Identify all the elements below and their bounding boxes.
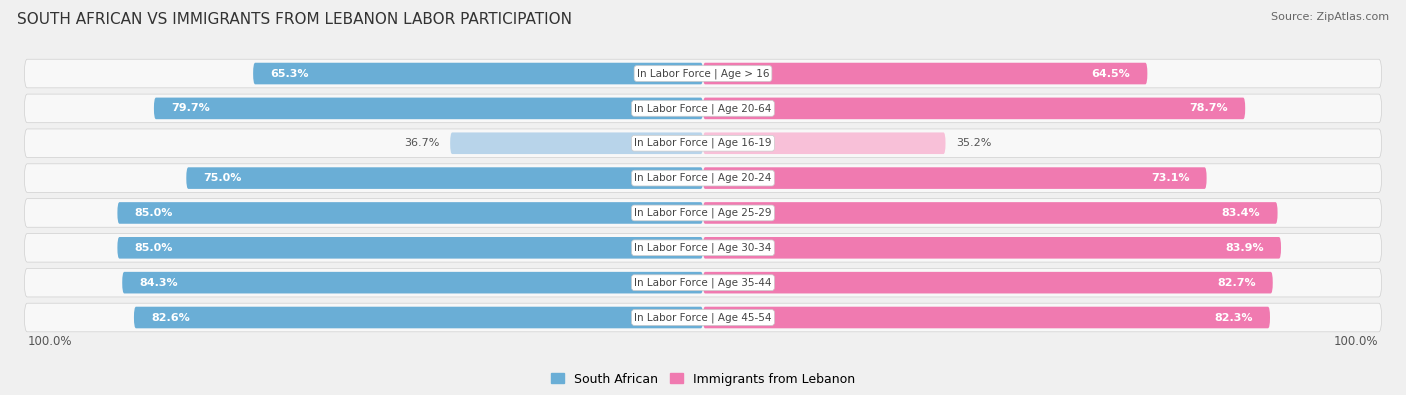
Text: 82.6%: 82.6% <box>152 312 190 322</box>
Legend: South African, Immigrants from Lebanon: South African, Immigrants from Lebanon <box>546 368 860 391</box>
Text: 78.7%: 78.7% <box>1189 103 1227 113</box>
Text: 85.0%: 85.0% <box>135 243 173 253</box>
Text: 85.0%: 85.0% <box>135 208 173 218</box>
Text: 100.0%: 100.0% <box>28 335 72 348</box>
FancyBboxPatch shape <box>703 132 945 154</box>
Text: In Labor Force | Age 30-34: In Labor Force | Age 30-34 <box>634 243 772 253</box>
FancyBboxPatch shape <box>117 202 703 224</box>
Text: SOUTH AFRICAN VS IMMIGRANTS FROM LEBANON LABOR PARTICIPATION: SOUTH AFRICAN VS IMMIGRANTS FROM LEBANON… <box>17 12 572 27</box>
FancyBboxPatch shape <box>703 63 1147 85</box>
FancyBboxPatch shape <box>24 233 1382 262</box>
FancyBboxPatch shape <box>253 63 703 85</box>
FancyBboxPatch shape <box>703 237 1281 259</box>
Text: 82.3%: 82.3% <box>1215 312 1253 322</box>
Text: 36.7%: 36.7% <box>405 138 440 148</box>
FancyBboxPatch shape <box>703 167 1206 189</box>
Text: In Labor Force | Age 45-54: In Labor Force | Age 45-54 <box>634 312 772 323</box>
Text: In Labor Force | Age 25-29: In Labor Force | Age 25-29 <box>634 208 772 218</box>
FancyBboxPatch shape <box>703 272 1272 293</box>
FancyBboxPatch shape <box>450 132 703 154</box>
FancyBboxPatch shape <box>703 202 1278 224</box>
FancyBboxPatch shape <box>703 307 1270 328</box>
FancyBboxPatch shape <box>24 59 1382 88</box>
FancyBboxPatch shape <box>24 303 1382 332</box>
FancyBboxPatch shape <box>703 98 1246 119</box>
FancyBboxPatch shape <box>122 272 703 293</box>
FancyBboxPatch shape <box>117 237 703 259</box>
Text: In Labor Force | Age 16-19: In Labor Force | Age 16-19 <box>634 138 772 149</box>
Text: In Labor Force | Age > 16: In Labor Force | Age > 16 <box>637 68 769 79</box>
Text: 65.3%: 65.3% <box>270 69 309 79</box>
Text: 35.2%: 35.2% <box>956 138 991 148</box>
Text: In Labor Force | Age 35-44: In Labor Force | Age 35-44 <box>634 277 772 288</box>
Text: In Labor Force | Age 20-24: In Labor Force | Age 20-24 <box>634 173 772 183</box>
Text: Source: ZipAtlas.com: Source: ZipAtlas.com <box>1271 12 1389 22</box>
Text: In Labor Force | Age 20-64: In Labor Force | Age 20-64 <box>634 103 772 114</box>
Text: 73.1%: 73.1% <box>1152 173 1189 183</box>
FancyBboxPatch shape <box>24 164 1382 192</box>
Text: 82.7%: 82.7% <box>1218 278 1256 288</box>
Text: 83.4%: 83.4% <box>1222 208 1260 218</box>
FancyBboxPatch shape <box>24 129 1382 158</box>
Text: 83.9%: 83.9% <box>1225 243 1264 253</box>
Text: 75.0%: 75.0% <box>204 173 242 183</box>
FancyBboxPatch shape <box>134 307 703 328</box>
FancyBboxPatch shape <box>153 98 703 119</box>
Text: 79.7%: 79.7% <box>172 103 209 113</box>
Text: 64.5%: 64.5% <box>1091 69 1130 79</box>
FancyBboxPatch shape <box>24 199 1382 227</box>
FancyBboxPatch shape <box>186 167 703 189</box>
FancyBboxPatch shape <box>24 268 1382 297</box>
Text: 84.3%: 84.3% <box>139 278 179 288</box>
Text: 100.0%: 100.0% <box>1334 335 1378 348</box>
FancyBboxPatch shape <box>24 94 1382 123</box>
